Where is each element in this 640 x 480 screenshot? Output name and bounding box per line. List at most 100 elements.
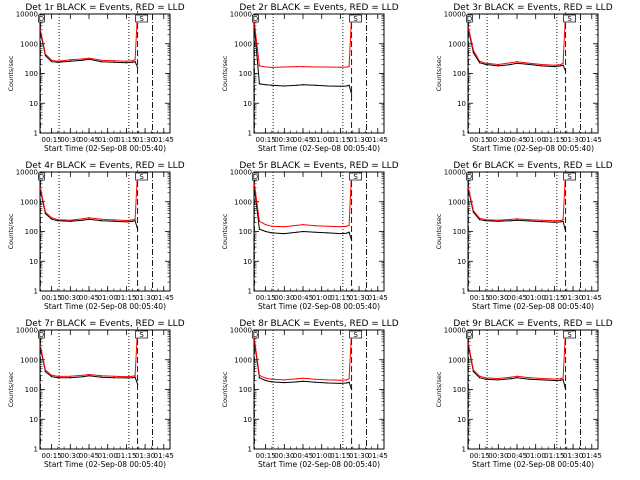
data-point-events <box>134 61 136 63</box>
data-point-events <box>113 220 115 222</box>
y-tick-label: 10000 <box>16 327 38 335</box>
data-point-events <box>271 381 273 383</box>
data-point-lld <box>314 225 317 227</box>
data-point-events <box>82 219 84 221</box>
data-point-events <box>100 220 103 222</box>
data-point-events <box>302 84 304 86</box>
data-point-lld <box>528 377 531 379</box>
x-tick-label: 00:15 <box>42 294 62 302</box>
data-point-events <box>283 382 285 384</box>
data-point-lld <box>562 62 564 64</box>
marker-label-start: D <box>39 15 44 23</box>
data-point-events <box>541 65 543 67</box>
data-point-events <box>57 61 59 63</box>
data-point-lld <box>82 218 84 220</box>
marker-label-end: S <box>139 173 144 181</box>
data-point-events <box>348 381 350 383</box>
data-point-lld <box>560 63 562 66</box>
data-point-events <box>516 219 518 221</box>
data-point-lld <box>497 377 499 380</box>
data-point-events <box>479 62 481 64</box>
x-tick-label: 00:15 <box>470 294 490 302</box>
y-tick-label: 1 <box>462 130 466 138</box>
data-point-lld <box>541 63 543 66</box>
data-point-events <box>339 85 341 87</box>
marker-label-end: S <box>139 331 144 339</box>
data-point-lld <box>134 59 136 61</box>
data-point-events <box>351 239 353 242</box>
data-point-lld <box>100 218 103 220</box>
data-point-lld <box>314 66 317 68</box>
y-tick-label: 10000 <box>444 11 466 19</box>
data-point-events <box>125 377 127 379</box>
x-tick-label: 00:45 <box>79 294 99 302</box>
data-point-events <box>296 84 298 86</box>
data-point-lld <box>565 170 567 172</box>
data-point-lld <box>485 219 487 221</box>
marker-box-end <box>349 330 362 339</box>
x-tick-label: 00:15 <box>256 136 276 144</box>
series-line-lld <box>467 329 567 380</box>
data-point-lld <box>82 374 84 376</box>
x-tick-label: 01:00 <box>526 294 546 302</box>
y-axis-title: Counts/sec <box>7 55 15 91</box>
y-tick-label: 1 <box>34 288 38 296</box>
data-point-lld <box>497 63 499 66</box>
data-point-lld <box>346 379 348 381</box>
x-tick-label: 00:15 <box>470 136 490 144</box>
marker-box-start <box>466 172 473 181</box>
data-point-events <box>134 376 136 378</box>
plot-frame <box>253 329 385 450</box>
data-point-lld <box>553 378 555 380</box>
x-tick-label: 00:15 <box>42 452 62 460</box>
data-point-lld <box>339 226 341 228</box>
data-point-lld <box>253 183 256 185</box>
marker-label-end: S <box>139 15 144 23</box>
data-point-lld <box>253 22 256 24</box>
data-point-lld <box>510 218 512 221</box>
data-point-events <box>125 62 127 64</box>
x-axis-title: Start Time (02-Sep-08 00:05:40) <box>258 302 380 311</box>
x-tick-label: 00:45 <box>507 136 527 144</box>
data-point-lld <box>510 62 512 64</box>
plot-frame <box>39 171 171 292</box>
data-point-lld <box>467 186 470 189</box>
data-point-lld <box>485 377 487 379</box>
y-tick-label: 10 <box>243 100 252 108</box>
x-tick-label: 01:30 <box>349 294 369 302</box>
data-point-lld <box>565 329 567 331</box>
data-point-lld <box>472 369 474 371</box>
data-point-lld <box>327 379 329 381</box>
data-point-events <box>57 220 59 222</box>
chart-title: Det 3r BLACK = Events, RED = LLD <box>453 3 612 13</box>
data-point-lld <box>113 60 115 62</box>
series-line-lld <box>253 331 353 381</box>
y-tick-label: 100 <box>453 386 466 394</box>
plot-frame <box>39 329 171 450</box>
marker-label-start: D <box>39 331 44 339</box>
x-tick-label: 01:15 <box>330 294 350 302</box>
data-point-lld <box>132 60 134 62</box>
chart-title: Det 8r BLACK = Events, RED = LLD <box>239 319 398 329</box>
data-point-events <box>327 382 329 384</box>
data-point-events <box>553 221 555 223</box>
data-point-events <box>132 61 134 63</box>
data-point-events <box>485 378 487 380</box>
marker-box-end <box>563 172 576 181</box>
data-point-events <box>302 230 304 233</box>
x-tick-label: 00:15 <box>42 136 62 144</box>
chart-panel-4: Det 4r BLACK = Events, RED = LLD 1 10 100 10… <box>7 161 185 311</box>
chart-panel-9: Det 9r BLACK = Events, RED = LLD 1 10 100 10… <box>435 319 613 469</box>
marker-label-start: D <box>467 15 472 23</box>
data-point-events <box>565 70 567 72</box>
data-point-events <box>137 228 139 230</box>
data-point-lld <box>472 49 474 51</box>
x-axis-title: Start Time (02-Sep-08 00:05:40) <box>44 302 166 311</box>
data-point-lld <box>265 224 267 226</box>
plot-frame <box>467 329 599 450</box>
y-axis-title: Counts/sec <box>7 213 15 249</box>
x-tick-label: 00:30 <box>274 136 294 144</box>
x-axis-title: Start Time (02-Sep-08 00:05:40) <box>258 144 380 153</box>
y-tick-label: 10 <box>457 258 466 266</box>
y-tick-label: 10000 <box>230 169 252 177</box>
